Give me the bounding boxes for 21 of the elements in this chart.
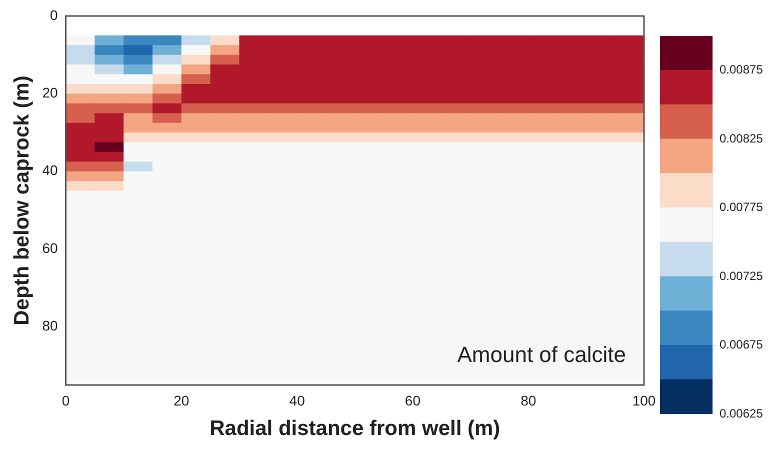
x-tick-label: 100 xyxy=(632,392,656,408)
x-axis-title: Radial distance from well (m) xyxy=(210,417,500,440)
y-tick-label: 0 xyxy=(50,6,58,23)
color-bar-label: 0.00725 xyxy=(720,268,764,283)
y-tick-label: 40 xyxy=(42,162,58,178)
x-tick-label: 80 xyxy=(520,392,536,408)
y-axis-title: Depth below caprock (m) xyxy=(10,76,34,326)
color-bar-label: 0.00875 xyxy=(720,62,764,77)
color-bar-label: 0.00675 xyxy=(720,338,764,352)
x-tick-label: 20 xyxy=(174,392,190,408)
color-bar-label: 0.00775 xyxy=(720,200,764,214)
y-tick-label: 20 xyxy=(42,84,58,101)
y-tick-label: 60 xyxy=(42,240,58,256)
color-bar-label: 0.00825 xyxy=(720,131,764,146)
y-tick-label: 80 xyxy=(42,318,58,334)
annotation: Amount of calcite xyxy=(457,342,626,368)
color-bar-label: 0.00625 xyxy=(720,406,764,420)
x-tick-label: 60 xyxy=(404,392,421,408)
x-tick-label: 0 xyxy=(62,392,70,408)
colorbar: 0.00625 0.00675 0.00725 0.00775 0.00825 0.00875 xyxy=(660,0,769,452)
x-tick-label: 40 xyxy=(289,392,306,408)
